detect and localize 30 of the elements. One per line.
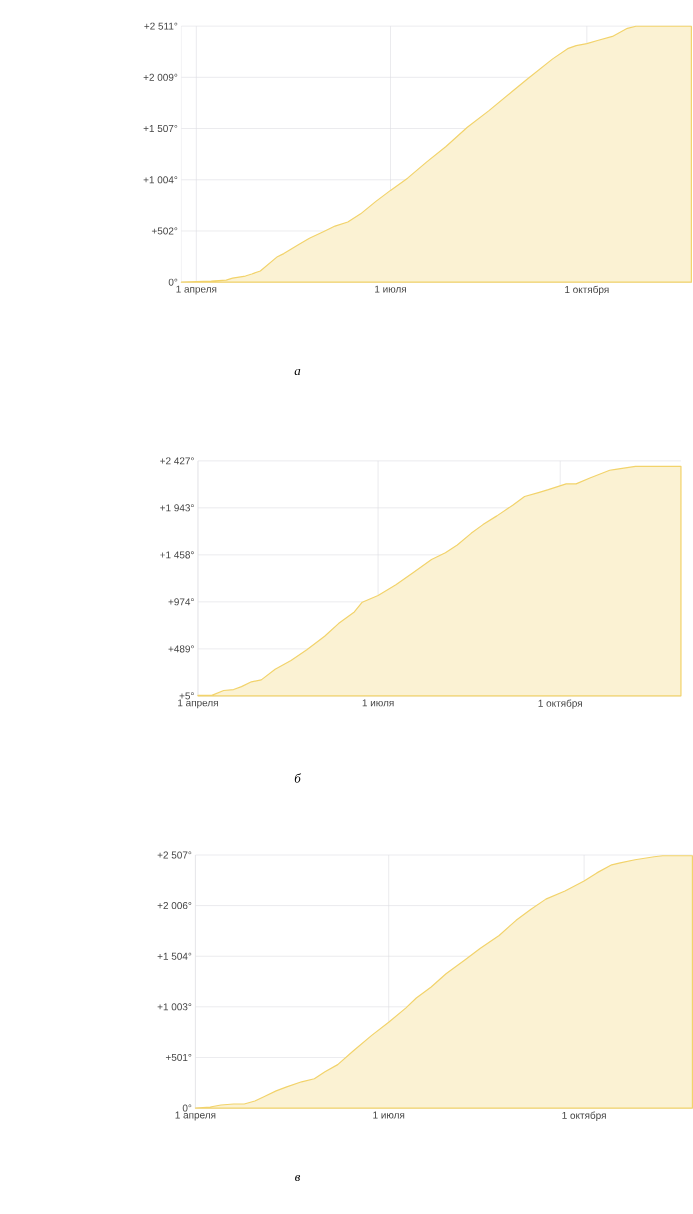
y-tick-label: +2 009° <box>143 73 178 81</box>
y-tick-label: +5° <box>179 692 194 700</box>
y-tick-label: +489° <box>168 645 194 653</box>
y-tick-label: +1 004° <box>143 176 178 184</box>
y-tick-label: +1 943° <box>160 504 194 512</box>
y-tick-label: +2 427° <box>160 457 194 465</box>
x-tick-label: 1 апреля <box>175 1111 216 1121</box>
y-tick-label: +1 003° <box>157 1003 192 1011</box>
x-tick-label: 1 октября <box>562 1111 606 1121</box>
y-tick-label: +2 507° <box>157 851 192 859</box>
text: б <box>294 773 302 783</box>
y-tick-label: +2 511° <box>144 22 178 30</box>
x-tick-label: 1 октября <box>565 285 609 296</box>
x-tick-label: 1 июля <box>362 699 394 707</box>
y-tick-label: 0° <box>168 278 178 286</box>
y-tick-label: +974° <box>168 598 194 606</box>
x-tick-label: 1 июля <box>375 285 406 293</box>
x-tick-label: 1 июля <box>373 1111 405 1119</box>
x-tick-label: 1 апреля <box>176 285 217 295</box>
y-tick-label: +1 504° <box>157 952 192 960</box>
y-tick-label: +502° <box>151 227 178 235</box>
x-tick-label: 1 октября <box>538 699 582 709</box>
y-tick-label: +501° <box>165 1053 192 1061</box>
y-tick-label: 0° <box>182 1104 192 1112</box>
text: а <box>294 368 301 376</box>
y-tick-label: +2 006° <box>157 902 192 910</box>
x-tick-label: 1 апреля <box>178 699 218 709</box>
text: в <box>295 1174 301 1182</box>
y-tick-label: +1 458° <box>160 551 194 559</box>
y-tick-label: +1 507° <box>143 124 178 133</box>
